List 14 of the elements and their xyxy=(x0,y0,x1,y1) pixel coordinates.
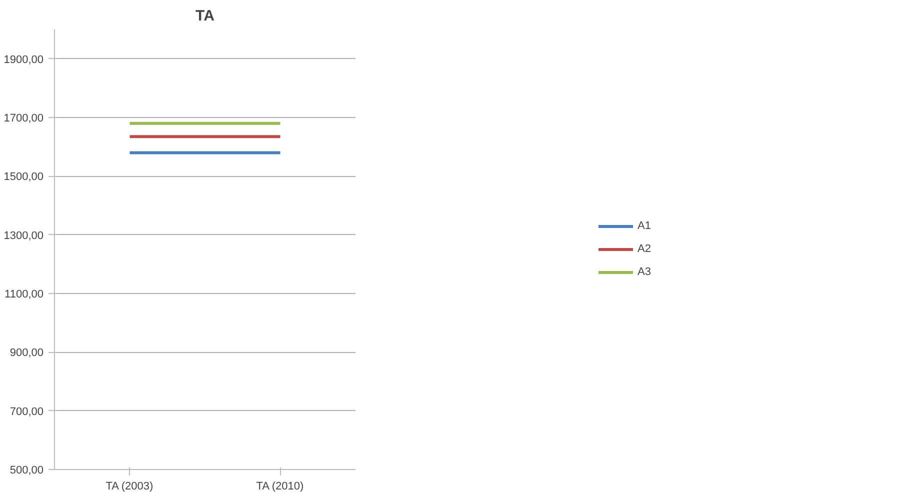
y-tick-label: 700,00 xyxy=(10,406,44,418)
chart-title: TA xyxy=(196,8,215,24)
x-tick-label: TA (2003) xyxy=(106,480,154,492)
legend-label: A1 xyxy=(638,220,652,232)
y-tick-label: 1900,00 xyxy=(4,54,44,66)
legend-label: A3 xyxy=(638,266,652,278)
x-tick-label: TA (2010) xyxy=(256,480,304,492)
y-tick-label: 500,00 xyxy=(10,464,44,476)
y-tick-label: 1100,00 xyxy=(4,288,44,300)
y-tick-label: 900,00 xyxy=(10,347,44,360)
legend-label: A2 xyxy=(638,243,652,255)
y-tick-label: 1500,00 xyxy=(4,171,44,184)
y-tick-label: 1700,00 xyxy=(4,112,44,124)
y-tick-label: 1300,00 xyxy=(4,230,44,242)
